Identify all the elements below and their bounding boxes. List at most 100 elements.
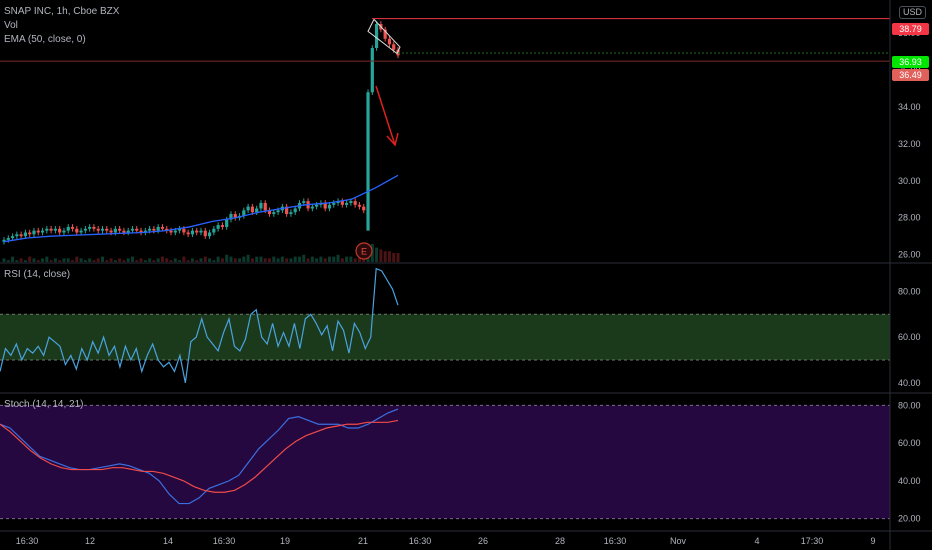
volume-bar xyxy=(53,258,57,262)
time-tick-label: Nov xyxy=(670,536,687,546)
symbol-title[interactable]: SNAP INC, 1h, Cboe BZX xyxy=(4,6,120,17)
volume-bar xyxy=(238,258,242,262)
volume-bar xyxy=(75,256,79,262)
volume-bar xyxy=(6,260,10,262)
candle-body xyxy=(203,230,207,237)
volume-bar xyxy=(79,258,83,262)
candle-body xyxy=(233,214,237,218)
volume-bar xyxy=(199,258,203,262)
time-tick-label: 12 xyxy=(85,536,95,546)
candle-body xyxy=(23,232,28,237)
volume-bar xyxy=(233,258,237,262)
volume-bar xyxy=(92,260,96,262)
time-tick-label: 4 xyxy=(754,536,759,546)
volume-bar xyxy=(285,258,289,262)
volume-bar xyxy=(246,254,250,262)
candle-body xyxy=(255,208,259,213)
time-tick-label: 16:30 xyxy=(604,536,627,546)
volume-bar xyxy=(15,260,19,262)
candle-body xyxy=(374,23,379,48)
volume-bar xyxy=(122,260,126,262)
volume-bar xyxy=(169,260,173,262)
main-legend: SNAP INC, 1h, Cboe BZX Vol EMA (50, clos… xyxy=(4,5,119,47)
candle-body xyxy=(207,232,212,237)
candle-body xyxy=(323,202,327,209)
candle-body xyxy=(272,212,276,215)
candle-body xyxy=(109,230,113,233)
candle-body xyxy=(366,92,370,231)
candle-body xyxy=(169,230,173,233)
volume-bar xyxy=(345,256,349,262)
candle-body xyxy=(113,228,117,233)
down-arrow-icon[interactable] xyxy=(375,85,396,146)
candle-body xyxy=(246,206,250,211)
time-tick-label: 17:30 xyxy=(801,536,824,546)
volume-bar xyxy=(19,258,23,262)
candle-body xyxy=(36,230,40,233)
candle-body xyxy=(143,230,147,233)
candle-body xyxy=(332,202,336,205)
volume-bar xyxy=(357,256,361,262)
volume-bar xyxy=(216,256,220,262)
volume-bar xyxy=(118,258,122,262)
volume-bar xyxy=(143,260,147,262)
volume-bar xyxy=(101,256,104,262)
time-tick-label: 16:30 xyxy=(213,536,236,546)
candle-body xyxy=(276,210,280,213)
volume-bar xyxy=(45,256,49,262)
ema-label[interactable]: EMA (50, close, 0) xyxy=(4,34,86,45)
candle-body xyxy=(195,230,199,233)
candle-body xyxy=(100,228,105,231)
stoch-label[interactable]: Stoch (14, 14, 21) xyxy=(4,399,84,410)
volume-bar xyxy=(268,258,272,262)
vol-label[interactable]: Vol xyxy=(4,20,18,31)
volume-bar xyxy=(340,258,344,262)
rsi-pane[interactable] xyxy=(0,267,890,383)
candle-body xyxy=(263,202,267,211)
candle-body xyxy=(83,228,87,231)
volume-bar xyxy=(173,258,177,262)
volume-bar xyxy=(96,258,100,262)
volume-bar xyxy=(105,260,109,262)
stoch-pane[interactable] xyxy=(0,404,890,520)
volume-bar xyxy=(160,256,164,262)
earnings-icon[interactable] xyxy=(355,242,373,260)
flag-pattern-drawing[interactable] xyxy=(367,19,401,55)
price-tick-label: 34.00 xyxy=(898,102,921,112)
candle-body xyxy=(392,44,396,50)
earnings-marker-label: E xyxy=(361,247,367,257)
candle-body xyxy=(267,210,272,215)
candle-body xyxy=(353,201,357,205)
volume-bar xyxy=(152,260,156,262)
candle-body xyxy=(177,228,182,231)
stoch-tick-label: 20.00 xyxy=(898,514,921,524)
time-tick-label: 16:30 xyxy=(16,536,39,546)
candle-body xyxy=(122,230,126,233)
volume-bar xyxy=(306,258,310,262)
time-tick-label: 14 xyxy=(163,536,173,546)
candle-body xyxy=(315,204,319,207)
candle-body xyxy=(2,239,6,242)
volume-bar xyxy=(293,256,297,262)
stoch-tick-label: 60.00 xyxy=(898,438,921,448)
price-pane[interactable]: E xyxy=(0,18,890,262)
currency-badge[interactable]: USD xyxy=(898,6,926,19)
candle-body xyxy=(148,228,152,231)
candle-body xyxy=(70,226,75,229)
volume-bar xyxy=(319,256,323,262)
time-tick-label: 28 xyxy=(555,536,565,546)
candle-body xyxy=(225,219,229,227)
candle-body xyxy=(327,204,332,209)
rsi-label[interactable]: RSI (14, close) xyxy=(4,269,71,280)
price-tick-label: 32.00 xyxy=(898,139,921,149)
volume-bar xyxy=(250,258,254,262)
candle-body xyxy=(340,201,344,205)
candle-body xyxy=(302,201,306,203)
rsi-legend: RSI (14, close) xyxy=(4,268,70,282)
price-tag-low: 36.49 xyxy=(892,69,929,81)
time-tick-label: 9 xyxy=(870,536,875,546)
volume-bar xyxy=(62,258,66,262)
volume-bar xyxy=(178,260,182,262)
volume-bar xyxy=(302,254,306,262)
